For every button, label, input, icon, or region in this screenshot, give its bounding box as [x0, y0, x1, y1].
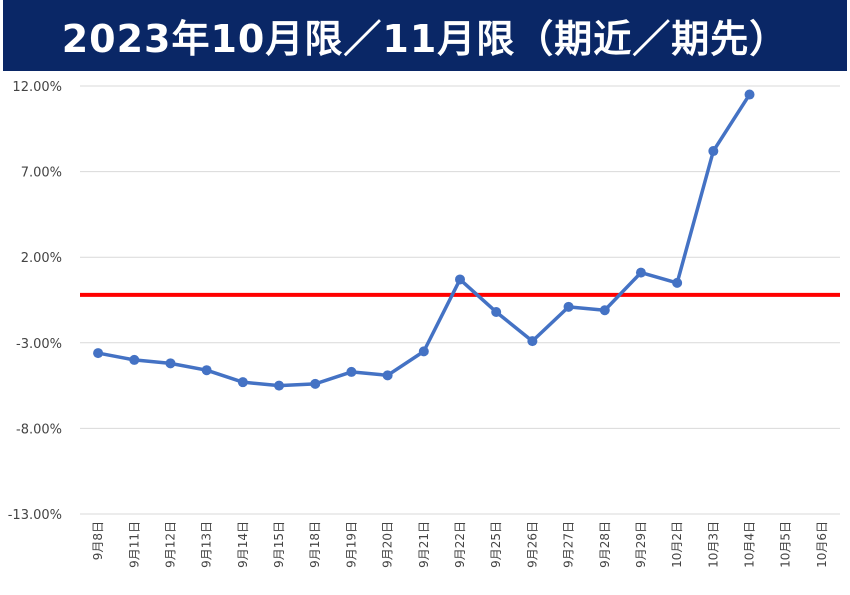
data-point	[129, 354, 140, 365]
data-point	[563, 301, 574, 312]
data-point	[635, 267, 646, 278]
x-tick-label: 9月20日	[381, 521, 395, 568]
x-tick-label: 10月4日	[743, 521, 757, 568]
y-tick-label: -8.00%	[16, 422, 62, 437]
data-point	[382, 370, 393, 381]
data-point	[708, 146, 719, 157]
x-tick-label: 9月29日	[634, 521, 648, 568]
x-tick-label: 10月3日	[706, 521, 720, 568]
gridlines	[80, 85, 840, 515]
x-tick-label: 9月27日	[562, 521, 576, 568]
line-chart: 12.00% 7.00% 2.00% -3.00% -8.00% -13.00% 9月8日…	[8, 80, 840, 568]
data-point	[527, 336, 538, 347]
data-point	[491, 306, 502, 317]
data-point	[237, 377, 248, 388]
x-tick-label: 9月28日	[598, 521, 612, 568]
y-tick-label: 7.00%	[21, 166, 62, 181]
x-tick-label: 9月11日	[127, 521, 141, 568]
series-layer	[93, 89, 755, 391]
x-tick-label: 10月2日	[670, 521, 684, 568]
data-point	[744, 89, 755, 100]
data-point	[455, 274, 465, 285]
data-point	[346, 366, 357, 377]
chart-area: 12.00% 7.00% 2.00% -3.00% -8.00% -13.00% 9月8日…	[0, 71, 850, 595]
x-tick-label: 9月12日	[163, 521, 177, 568]
x-tick-label: 9月14日	[236, 521, 250, 568]
y-tick-label: 2.00%	[21, 251, 62, 266]
data-point	[310, 378, 321, 389]
x-tick-label: 9月13日	[200, 521, 214, 568]
x-tick-label: 9月8日	[91, 521, 105, 560]
data-point	[672, 277, 683, 288]
x-tick-label: 9月19日	[344, 521, 358, 568]
x-axis-ticks: 9月8日 9月11日 9月12日 9月13日 9月14日 9月15日 9月18日 9月19日 9…	[91, 521, 829, 568]
y-tick-label: -3.00%	[16, 337, 62, 352]
series-line	[96, 92, 752, 388]
x-tick-label: 10月6日	[815, 521, 829, 568]
x-tick-label: 9月18日	[308, 521, 322, 568]
x-tick-label: 9月22日	[453, 521, 467, 568]
x-tick-label: 10月5日	[779, 521, 793, 568]
y-axis-ticks: 12.00% 7.00% 2.00% -3.00% -8.00% -13.00%	[8, 80, 62, 523]
y-tick-label: -13.00%	[8, 508, 62, 523]
x-tick-label: 9月25日	[489, 521, 503, 568]
data-point	[599, 305, 610, 316]
chart-title: 2023年10月限／11月限（期近／期先）	[61, 17, 789, 61]
data-point	[165, 358, 176, 369]
x-tick-label: 9月15日	[272, 521, 286, 568]
data-point	[418, 346, 429, 357]
x-tick-label: 9月21日	[417, 521, 431, 568]
data-point	[201, 365, 212, 376]
data-point	[93, 348, 104, 359]
title-banner: 2023年10月限／11月限（期近／期先）	[3, 0, 847, 71]
data-point	[274, 380, 285, 391]
x-tick-label: 9月26日	[525, 521, 539, 568]
y-tick-label: 12.00%	[12, 80, 62, 95]
